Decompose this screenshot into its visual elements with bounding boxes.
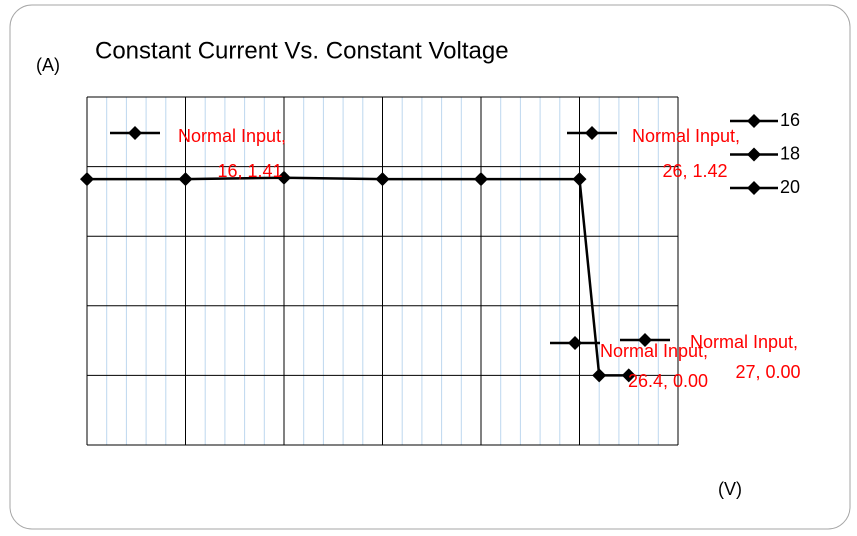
legend-marker <box>747 114 761 128</box>
legend-label: 16 <box>780 110 800 130</box>
chart-frame <box>9 4 851 530</box>
annotation-text: Normal Input, <box>690 332 798 352</box>
legend-marker <box>747 147 761 162</box>
y-axis-label: (A) <box>36 55 60 75</box>
data-point <box>80 172 94 187</box>
legend-label: 18 <box>780 143 800 163</box>
data-point <box>375 172 390 187</box>
data-point <box>592 368 607 383</box>
x-axis-label: (V) <box>718 479 742 499</box>
data-point <box>474 172 488 187</box>
annotation-text: Normal Input, <box>178 126 286 146</box>
annotation-text: Normal Input, <box>600 341 708 361</box>
annotation-key-marker <box>585 126 599 140</box>
annotation-text: Normal Input, <box>632 126 740 146</box>
annotation-key-marker <box>638 333 652 347</box>
annotation-text: 26.4, 0.00 <box>628 371 708 391</box>
annotation-text: 16, 1.41 <box>217 161 282 181</box>
annotation-text: 27, 0.00 <box>735 362 800 382</box>
chart-title: Constant Current Vs. Constant Voltage <box>95 37 509 64</box>
data-point <box>621 368 636 383</box>
data-point <box>277 170 291 185</box>
annotation-key-marker <box>568 336 582 350</box>
annotation-text: 26, 1.42 <box>662 161 727 181</box>
legend-marker <box>747 181 761 195</box>
data-point <box>572 172 587 187</box>
legend-label: 20 <box>780 177 800 197</box>
data-point <box>178 172 193 187</box>
annotation-key-marker <box>128 126 142 140</box>
